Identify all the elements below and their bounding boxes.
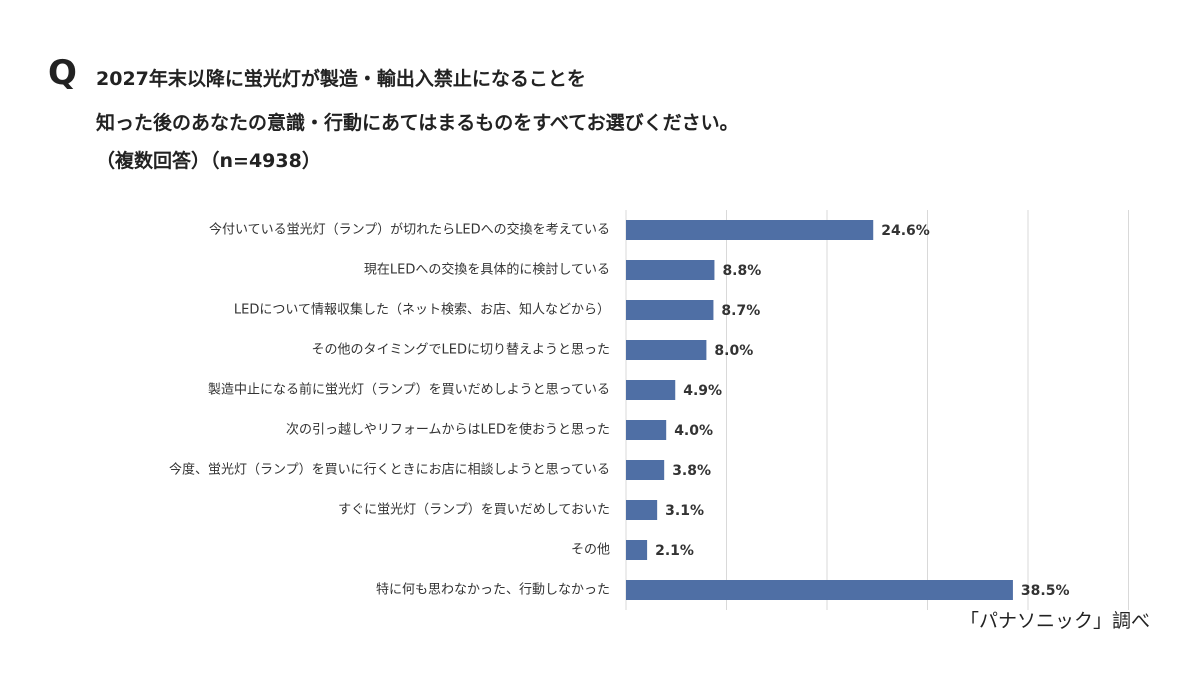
bar [626,220,874,240]
bar [626,340,707,360]
value-label: 4.9% [683,383,722,399]
bars [626,220,1013,600]
bar [626,460,665,480]
category-label: その他 [571,543,610,558]
value-label: 2.1% [655,543,694,559]
value-label: 8.0% [714,343,753,359]
category-label: すぐに蛍光灯（ランプ）を買いだめしておいた [338,503,610,518]
value-label: 8.8% [722,263,761,279]
value-label: 3.1% [665,503,704,519]
bar [626,580,1013,600]
value-label: 8.7% [721,303,760,319]
category-label: LEDについて情報収集した（ネット検索、お店、知人などから） [234,302,610,318]
value-label: 4.0% [674,423,713,439]
value-label: 3.8% [672,463,711,479]
value-label: 38.5% [1021,583,1070,599]
category-label: 今付いている蛍光灯（ランプ）が切れたらLEDへの交換を考えている [209,222,610,238]
category-label: 次の引っ越しやリフォームからはLEDを使おうと思った [286,422,610,438]
question-mark: Q [48,53,77,93]
bar [626,300,714,320]
bar [626,420,667,440]
category-label: 今度、蛍光灯（ランプ）を買いに行くときにお店に相談しようと思っている [169,462,610,478]
value-label: 24.6% [881,223,930,239]
question-line-1: 2027年末以降に蛍光灯が製造・輸出入禁止になることを [96,68,586,90]
category-label: その他のタイミングでLEDに切り替えようと思った [312,343,610,358]
category-label: 製造中止になる前に蛍光灯（ランプ）を買いだめしようと思っている [208,382,610,398]
bar [626,500,658,520]
question-line-3: （複数回答）（n=4938） [96,150,321,172]
bar [626,540,648,560]
source-note: 「パナソニック」調べ [959,610,1150,632]
question-line-2: 知った後のあなたの意識・行動にあてはまるものをすべてお選びください。 [96,112,739,134]
category-label: 現在LEDへの交換を具体的に検討している [364,262,610,278]
category-label: 特に何も思わなかった、行動しなかった [376,582,610,598]
bar [626,380,676,400]
bar [626,260,715,280]
category-labels: 今付いている蛍光灯（ランプ）が切れたらLEDへの交換を考えている現在LEDへの交… [169,222,610,598]
value-labels: 24.6% 8.8% 8.7% 8.0% 4.9% 4.0% 3.8% 3.1% 2.1% 38.… [655,223,1069,599]
gridlines [625,210,1129,610]
